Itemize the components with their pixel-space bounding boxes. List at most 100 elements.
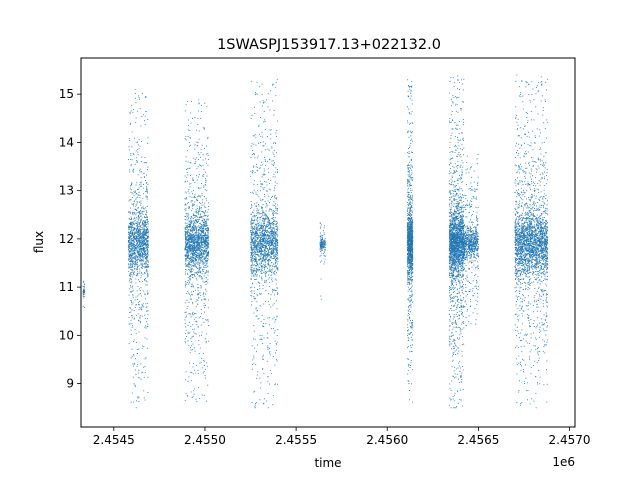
data-point xyxy=(189,235,191,237)
data-point xyxy=(198,255,200,257)
data-point xyxy=(207,229,209,231)
data-point xyxy=(135,268,137,270)
data-point xyxy=(139,213,141,215)
data-point xyxy=(251,242,253,243)
data-point xyxy=(251,233,253,235)
data-point xyxy=(257,344,258,346)
data-point xyxy=(143,366,145,368)
data-point xyxy=(198,264,200,266)
data-point xyxy=(195,219,197,221)
data-point xyxy=(190,162,192,164)
data-point xyxy=(265,254,267,256)
data-point xyxy=(253,215,255,216)
data-point xyxy=(197,247,199,249)
data-point xyxy=(273,238,275,240)
data-point xyxy=(146,217,148,219)
data-point xyxy=(135,254,137,256)
data-point xyxy=(199,206,201,208)
data-point xyxy=(138,187,140,189)
data-point xyxy=(138,235,139,237)
data-point xyxy=(188,249,190,251)
data-point xyxy=(202,127,204,129)
data-point xyxy=(146,218,148,220)
data-point xyxy=(142,187,144,189)
data-point xyxy=(189,238,191,240)
data-point xyxy=(260,267,262,269)
data-point xyxy=(129,227,131,229)
data-point xyxy=(186,246,188,248)
data-point xyxy=(263,173,265,175)
data-point xyxy=(138,272,140,274)
data-point xyxy=(187,243,189,245)
data-point xyxy=(128,245,130,247)
data-point xyxy=(136,110,138,112)
data-point xyxy=(267,242,269,244)
data-point xyxy=(254,297,256,299)
data-point xyxy=(204,377,206,379)
data-point xyxy=(195,234,197,236)
data-point xyxy=(188,376,190,378)
data-point xyxy=(192,335,194,337)
data-point xyxy=(143,232,145,234)
data-point xyxy=(256,170,258,172)
data-point xyxy=(205,276,207,278)
data-point xyxy=(136,225,138,227)
data-point xyxy=(186,239,188,241)
data-point xyxy=(132,234,134,236)
data-point xyxy=(262,250,264,252)
data-point xyxy=(197,261,198,263)
data-point xyxy=(146,245,148,247)
data-point xyxy=(146,223,148,225)
data-point xyxy=(192,256,194,258)
data-point xyxy=(206,145,208,147)
data-point xyxy=(275,209,277,211)
data-point xyxy=(275,254,277,256)
data-point xyxy=(273,173,275,175)
data-point xyxy=(184,254,186,256)
data-point xyxy=(136,266,138,268)
data-point xyxy=(200,238,202,240)
data-point xyxy=(192,343,194,345)
data-point xyxy=(254,298,256,300)
data-point xyxy=(130,191,132,193)
data-point xyxy=(200,224,202,225)
data-point xyxy=(275,283,277,285)
data-point xyxy=(185,258,186,260)
data-point xyxy=(269,183,271,185)
data-point xyxy=(147,293,148,295)
data-point xyxy=(196,248,198,250)
data-point xyxy=(275,247,277,249)
data-point xyxy=(268,210,270,212)
data-point xyxy=(275,254,277,256)
data-point xyxy=(194,222,196,224)
data-point xyxy=(185,198,187,200)
data-point xyxy=(263,260,265,262)
data-point xyxy=(146,198,148,200)
data-point xyxy=(135,235,136,237)
data-point xyxy=(258,255,260,257)
data-point xyxy=(192,249,194,251)
data-point xyxy=(276,239,278,241)
data-point xyxy=(265,229,266,231)
data-point xyxy=(206,362,208,364)
data-point xyxy=(137,313,139,315)
data-point xyxy=(255,278,257,280)
data-point xyxy=(139,229,141,231)
data-point xyxy=(269,242,271,244)
data-point xyxy=(128,236,129,238)
data-point xyxy=(139,270,141,272)
data-point xyxy=(255,315,257,317)
data-point xyxy=(254,214,256,216)
data-point xyxy=(201,202,203,204)
data-point xyxy=(194,289,196,291)
data-point xyxy=(264,265,266,267)
data-point xyxy=(139,168,141,170)
data-point xyxy=(268,159,270,160)
data-point xyxy=(257,265,259,267)
data-point xyxy=(141,259,142,260)
data-point xyxy=(262,223,264,225)
data-point xyxy=(133,223,135,225)
data-point xyxy=(272,232,274,234)
data-point xyxy=(203,275,205,277)
data-point xyxy=(194,265,196,267)
